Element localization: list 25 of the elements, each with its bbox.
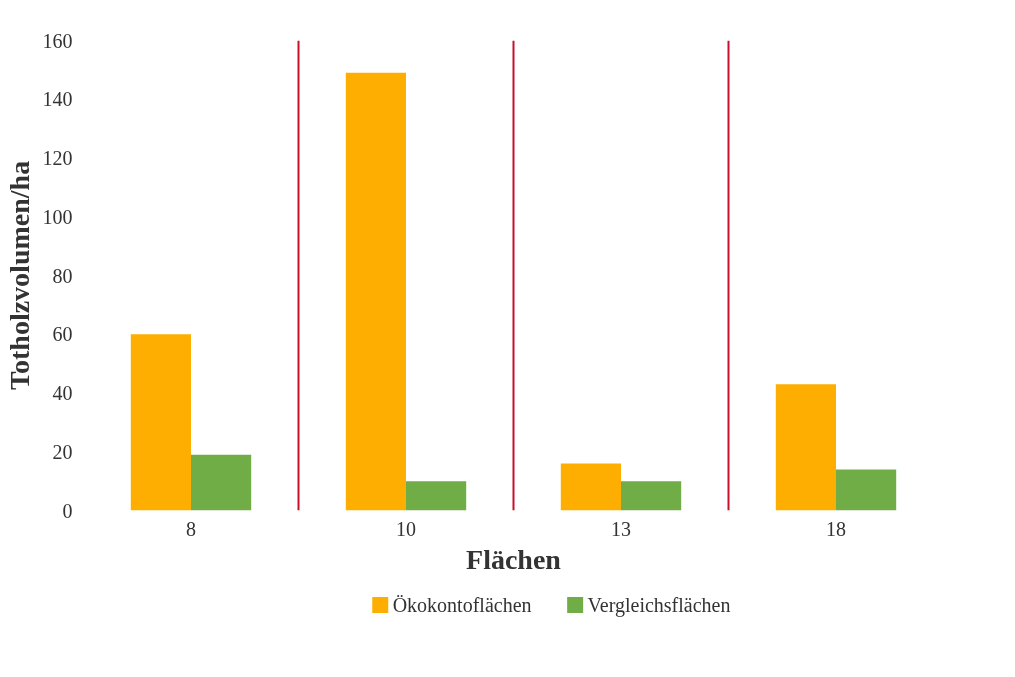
y-tick-label: 160 — [42, 29, 73, 52]
bar — [130, 334, 191, 511]
y-tick-label: 60 — [52, 323, 73, 346]
legend-label: Ökokontoflächen — [392, 594, 532, 616]
bar — [191, 454, 252, 511]
y-tick-label: 100 — [42, 205, 73, 228]
bar — [406, 481, 467, 511]
bar — [775, 384, 836, 511]
bar — [560, 463, 621, 511]
x-tick-label: 13 — [611, 517, 631, 540]
bar — [621, 481, 682, 511]
x-tick-label: 10 — [396, 517, 416, 540]
x-axis-title: Flächen — [466, 543, 562, 575]
x-tick-label: 8 — [186, 517, 196, 540]
y-axis-title: Totholzvolumen/ha — [3, 160, 35, 391]
legend-label: Vergleichsflächen — [587, 594, 731, 617]
y-tick-label: 80 — [52, 264, 73, 287]
y-tick-label: 0 — [62, 499, 73, 522]
x-tick-label: 18 — [826, 517, 846, 540]
y-tick-label: 40 — [52, 382, 73, 404]
bar — [836, 469, 897, 511]
y-tick-label: 140 — [42, 88, 73, 111]
y-tick-label: 120 — [42, 147, 73, 169]
y-tick-label: 20 — [52, 440, 73, 463]
bar — [345, 72, 406, 511]
